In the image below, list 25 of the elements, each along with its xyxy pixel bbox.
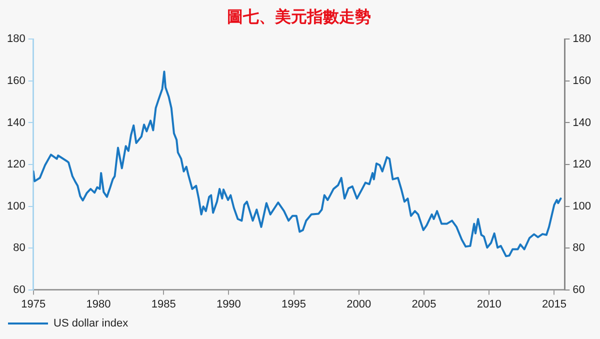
- y-tick-label: 80: [13, 242, 26, 254]
- y-tick-label: 100: [6, 200, 26, 212]
- chart-title: 圖七、美元指數走勢: [227, 7, 371, 26]
- x-tick-label: 2010: [476, 298, 502, 310]
- y-tick-label: 60: [13, 284, 26, 296]
- y2-tick-label: 60: [572, 284, 585, 296]
- legend-label: US dollar index: [54, 318, 129, 330]
- x-tick-label: 2000: [346, 298, 372, 310]
- y-tick-label: 140: [6, 116, 26, 129]
- x-tick-label: 1980: [86, 298, 111, 310]
- y2-tick-label: 80: [572, 242, 585, 254]
- y-tick-label: 180: [6, 33, 26, 46]
- x-tick-label: 1990: [216, 298, 241, 310]
- y2-tick-label: 160: [572, 75, 592, 87]
- y2-tick-label: 120: [572, 158, 592, 171]
- y2-tick-label: 180: [572, 33, 592, 46]
- y2-tick-label: 100: [572, 200, 592, 212]
- x-tick-label: 1995: [282, 298, 306, 310]
- y2-tick-label: 140: [572, 116, 592, 129]
- x-tick-label: 1985: [151, 298, 176, 310]
- y-tick-label: 120: [6, 158, 26, 171]
- x-tick-label: 2015: [542, 298, 566, 310]
- x-tick-label: 1975: [21, 298, 46, 310]
- y-tick-label: 160: [6, 75, 26, 87]
- x-tick-label: 2005: [412, 298, 436, 310]
